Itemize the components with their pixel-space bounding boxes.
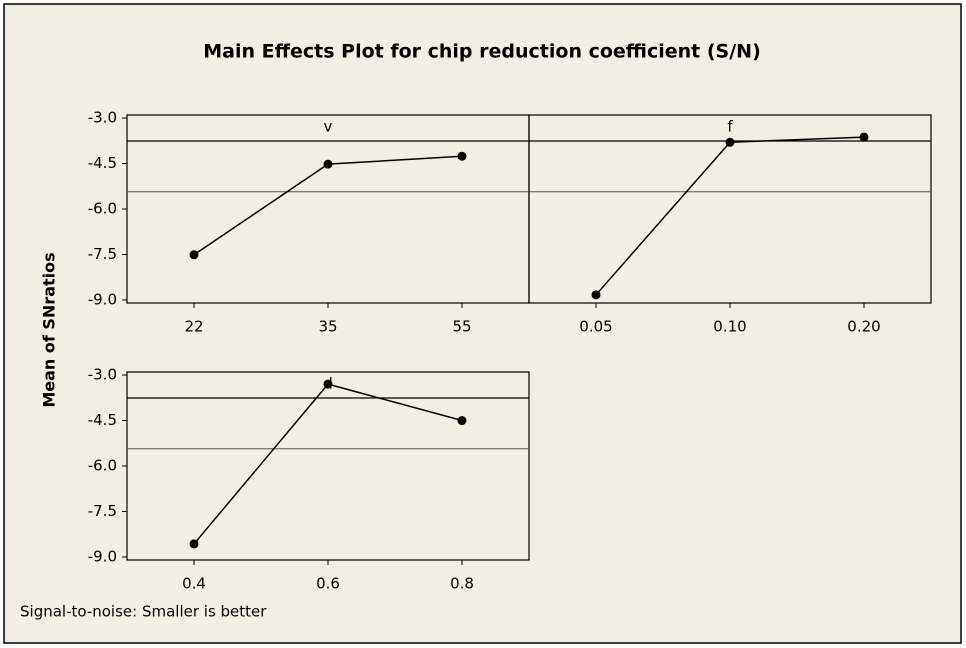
y-tick-label: -6.0 — [88, 457, 117, 475]
y-tick-label: -6.0 — [88, 200, 117, 218]
y-tick-label: -9.0 — [88, 547, 117, 565]
y-tick-label: -3.0 — [88, 109, 117, 127]
point — [457, 151, 467, 161]
x-tick-label: 0.05 — [579, 318, 612, 336]
chart-title: Main Effects Plot for chip reduction coe… — [203, 41, 761, 63]
point — [457, 416, 467, 426]
x-tick-label: 0.10 — [713, 318, 746, 336]
point — [591, 290, 601, 300]
point — [323, 159, 333, 169]
y-tick-label: -7.5 — [88, 245, 117, 263]
y-tick-label: -4.5 — [88, 154, 117, 172]
x-tick-label: 35 — [318, 318, 337, 336]
y-tick-label: -9.0 — [88, 290, 117, 308]
x-tick-label: 0.20 — [847, 318, 880, 336]
x-tick-label: 55 — [452, 318, 471, 336]
point — [323, 379, 333, 389]
point — [189, 539, 199, 549]
y-tick-label: -7.5 — [88, 502, 117, 520]
panel-title: v — [324, 118, 333, 136]
y-tick-label: -4.5 — [88, 411, 117, 429]
point — [859, 132, 869, 142]
background — [3, 3, 962, 644]
y-tick-label: -3.0 — [88, 366, 117, 384]
footnote: Signal-to-noise: Smaller is better — [20, 603, 267, 621]
panel-title: f — [727, 118, 733, 136]
x-tick-label: 0.8 — [450, 575, 474, 593]
point — [189, 250, 199, 260]
x-tick-label: 0.6 — [316, 575, 340, 593]
point — [725, 137, 735, 147]
y-axis-label: Mean of SNratios — [40, 252, 59, 407]
x-tick-label: 22 — [184, 318, 203, 336]
x-tick-label: 0.4 — [182, 575, 206, 593]
